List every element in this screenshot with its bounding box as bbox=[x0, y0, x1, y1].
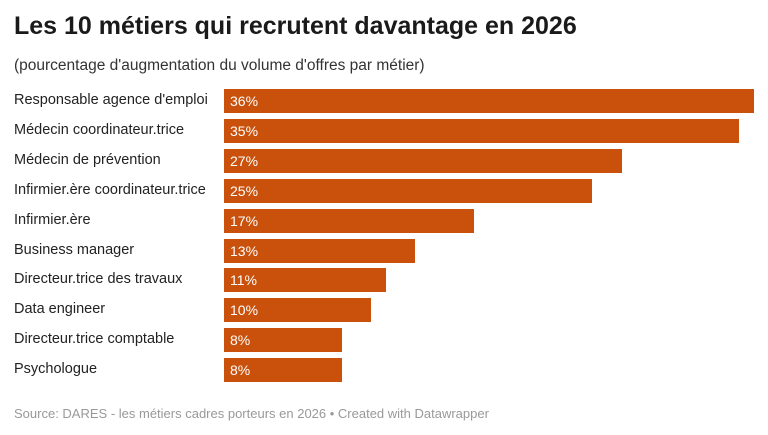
bar: 10% bbox=[224, 298, 372, 323]
bar: 13% bbox=[224, 238, 416, 263]
category-label: Infirmier.ère bbox=[14, 211, 91, 228]
value-label: 8% bbox=[230, 332, 251, 349]
value-label: 17% bbox=[230, 212, 259, 229]
chart-title: Les 10 métiers qui recrutent davantage e… bbox=[14, 12, 577, 40]
value-label: 36% bbox=[230, 93, 259, 109]
chart-subtitle: (pourcentage d'augmentation du volume d'… bbox=[14, 57, 425, 74]
category-label: Médecin de prévention bbox=[14, 151, 161, 168]
source-note: Source: DARES - les métiers cadres porte… bbox=[14, 406, 489, 421]
category-label: Business manager bbox=[14, 241, 135, 258]
bar: 11% bbox=[224, 268, 386, 293]
value-label: 35% bbox=[230, 122, 259, 139]
value-label: 25% bbox=[230, 182, 259, 199]
category-label: Data engineer bbox=[14, 301, 106, 318]
bar-row: Directeur.trice des travaux 11% bbox=[0, 268, 768, 293]
bar: 8% bbox=[224, 328, 342, 353]
category-label: Responsable agence d'emploi bbox=[14, 92, 208, 108]
value-label: 13% bbox=[230, 242, 259, 259]
category-label: Psychologue bbox=[14, 361, 98, 378]
value-label: 11% bbox=[230, 272, 257, 289]
bar-row: Médecin coordinateur.trice 35% bbox=[0, 118, 768, 143]
category-label: Directeur.trice comptable bbox=[14, 331, 175, 348]
bar: 36% bbox=[224, 89, 754, 113]
bar-row: Médecin de prévention 27% bbox=[0, 148, 768, 173]
category-label: Infirmier.ère coordinateur.trice bbox=[14, 181, 206, 198]
bar: 17% bbox=[224, 208, 475, 233]
category-label: Directeur.trice des travaux bbox=[14, 271, 183, 288]
bar: 25% bbox=[224, 178, 593, 203]
value-label: 8% bbox=[230, 362, 251, 379]
bar-row: Responsable agence d'emploi 36% bbox=[0, 89, 768, 113]
bar: 8% bbox=[224, 358, 342, 383]
bar-row: Psychologue 8% bbox=[0, 358, 768, 383]
bar: 35% bbox=[224, 118, 740, 143]
bar-row: Data engineer 10% bbox=[0, 298, 768, 323]
value-label: 27% bbox=[230, 152, 259, 169]
bar-row: Directeur.trice comptable 8% bbox=[0, 328, 768, 353]
category-label: Médecin coordinateur.trice bbox=[14, 121, 185, 138]
bar: 27% bbox=[224, 148, 622, 173]
bar-row: Infirmier.ère 17% bbox=[0, 208, 768, 233]
value-label: 10% bbox=[230, 302, 259, 319]
bar-row: Infirmier.ère coordinateur.trice 25% bbox=[0, 178, 768, 203]
bar-row: Business manager 13% bbox=[0, 238, 768, 263]
